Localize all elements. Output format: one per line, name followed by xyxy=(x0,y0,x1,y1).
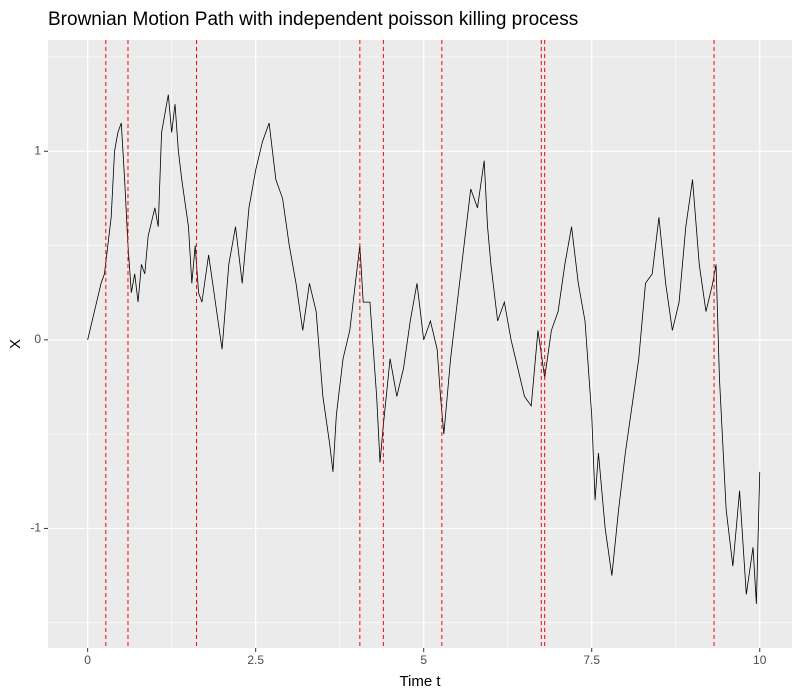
plot-panel xyxy=(48,40,792,648)
x-tick-label: 0 xyxy=(84,653,91,667)
y-axis-title: X xyxy=(7,339,24,349)
x-axis-title: Time t xyxy=(399,673,441,690)
x-tick-label: 7.5 xyxy=(583,653,600,667)
chart-title: Brownian Motion Path with independent po… xyxy=(48,9,578,30)
x-tick-label: 2.5 xyxy=(247,653,264,667)
y-tick-label: 0 xyxy=(34,332,41,346)
y-tick-label: 1 xyxy=(34,143,41,157)
x-tick-label: 5 xyxy=(420,653,427,667)
x-tick-label: 10 xyxy=(753,653,767,667)
y-tick-label: -1 xyxy=(30,521,41,535)
data-line xyxy=(87,94,761,604)
